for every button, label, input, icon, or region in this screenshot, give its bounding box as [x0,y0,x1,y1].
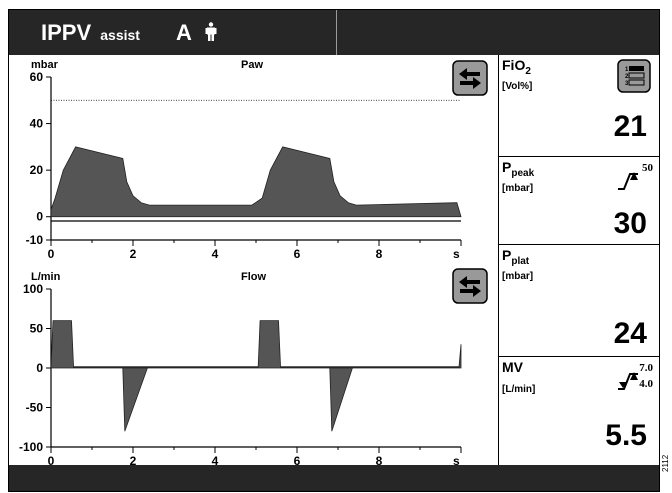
fio2-label-sub: 2 [525,66,531,77]
flow-unit-label: L/min [31,271,61,283]
pplat-label-text: P [502,247,512,263]
flow-y-tick-label: 0 [36,361,43,375]
paw-y-tick-label: -10 [26,233,44,247]
flow-y-tick-label: -100 [19,440,43,454]
paw-y-tick-label: 40 [30,117,44,131]
flow-chart: L/min Flow 100 50 0 -50 -100 0 2 4 6 8 s [19,271,462,465]
pplat-value: 24 [613,317,647,350]
fio2-label-text: FiO [502,57,526,73]
mv-value: 5.5 [605,419,647,452]
flow-x-tick-label: 0 [48,454,55,465]
flow-curve-select-button[interactable] [452,268,488,304]
mv-lower-limit: 4.0 [639,378,653,390]
waveform-swap-icon [459,276,481,297]
flow-title: Flow [241,271,266,283]
pplat-label: Pplat [502,248,529,269]
paw-chart: mbar Paw 60 40 20 0 -10 0 2 4 6 8 s [26,59,462,261]
paw-x-tick-label: 0 [48,247,55,261]
waveform-swap-icon [459,68,481,89]
ppeak-label-sub: peak [511,168,535,179]
svg-text:2: 2 [625,74,629,80]
bottom-status-bar [9,465,659,491]
svg-text:3: 3 [625,81,629,87]
fio2-unit: [Vol%] [502,81,533,92]
mv-panel[interactable]: MV [L/min] 7.0 4.0 5.5 [498,357,659,465]
flow-x-tick-label: 2 [130,454,137,465]
flow-y-tick-label: -50 [26,401,44,415]
flow-y-tick-label: 100 [23,282,43,296]
svg-text:1: 1 [625,67,629,73]
pplat-label-sub: plat [511,256,530,267]
ppeak-unit: [mbar] [502,183,534,194]
ppeak-panel[interactable]: Ppeak [mbar] 50 30 [498,157,659,245]
paw-y-tick-label: 20 [30,163,44,177]
mv-upper-limit: 7.0 [639,362,653,374]
ventilation-mode[interactable]: IPPV assist [41,20,140,46]
paw-unit-label: mbar [31,59,59,71]
flow-x-tick-label: 8 [376,454,383,465]
fio2-value: 21 [613,110,647,143]
ppeak-upper-limit: 50 [642,162,653,174]
mode-sub-label: assist [100,27,140,43]
ventilator-screen: IPPV assist A mbar Paw 60 40 20 0 -10 0 2 4 6 8 … [8,9,660,492]
list-select-icon[interactable]: 1 2 3 [617,59,651,93]
paw-x-unit: s [453,247,460,261]
pplat-unit: [mbar] [502,271,534,282]
paw-title: Paw [241,59,263,71]
fio2-label: FiO2 [502,58,531,79]
topbar-divider [336,10,337,55]
flow-x-tick-label: 4 [212,454,219,465]
paw-y-tick-label: 60 [30,70,44,84]
paw-y-tick-label: 0 [36,210,43,224]
top-status-bar: IPPV assist A [9,10,659,55]
upper-alarm-limit-icon [618,172,638,190]
mode-label: IPPV [41,20,92,45]
paw-waveform [50,146,462,218]
paw-curve-select-button[interactable] [452,60,488,96]
paw-x-tick-label: 8 [376,247,383,261]
fio2-panel[interactable]: FiO2 [Vol%] 1 2 3 21 [498,55,659,157]
flow-y-tick-label: 50 [30,322,44,336]
flow-x-unit: s [453,454,460,465]
paw-x-tick-label: 4 [212,247,219,261]
patient-category-letter: A [176,20,192,45]
adult-person-icon [205,22,217,41]
pplat-panel[interactable]: Pplat [mbar] 24 [498,245,659,357]
ppeak-label-text: P [502,159,512,175]
flow-waveform [50,320,462,432]
alarm-limits-icon [618,372,638,390]
paw-x-tick-label: 2 [130,247,137,261]
ppeak-value: 30 [613,207,647,240]
parameter-panel: FiO2 [Vol%] 1 2 3 21 Ppeak [mbar] 50 30 … [498,55,659,465]
flow-x-tick-label: 6 [294,454,301,465]
mv-label: MV [502,359,523,375]
figure-code: 2112 [661,454,670,472]
ppeak-label: Ppeak [502,160,534,181]
paw-x-tick-label: 6 [294,247,301,261]
mv-unit: [L/min] [502,384,536,395]
